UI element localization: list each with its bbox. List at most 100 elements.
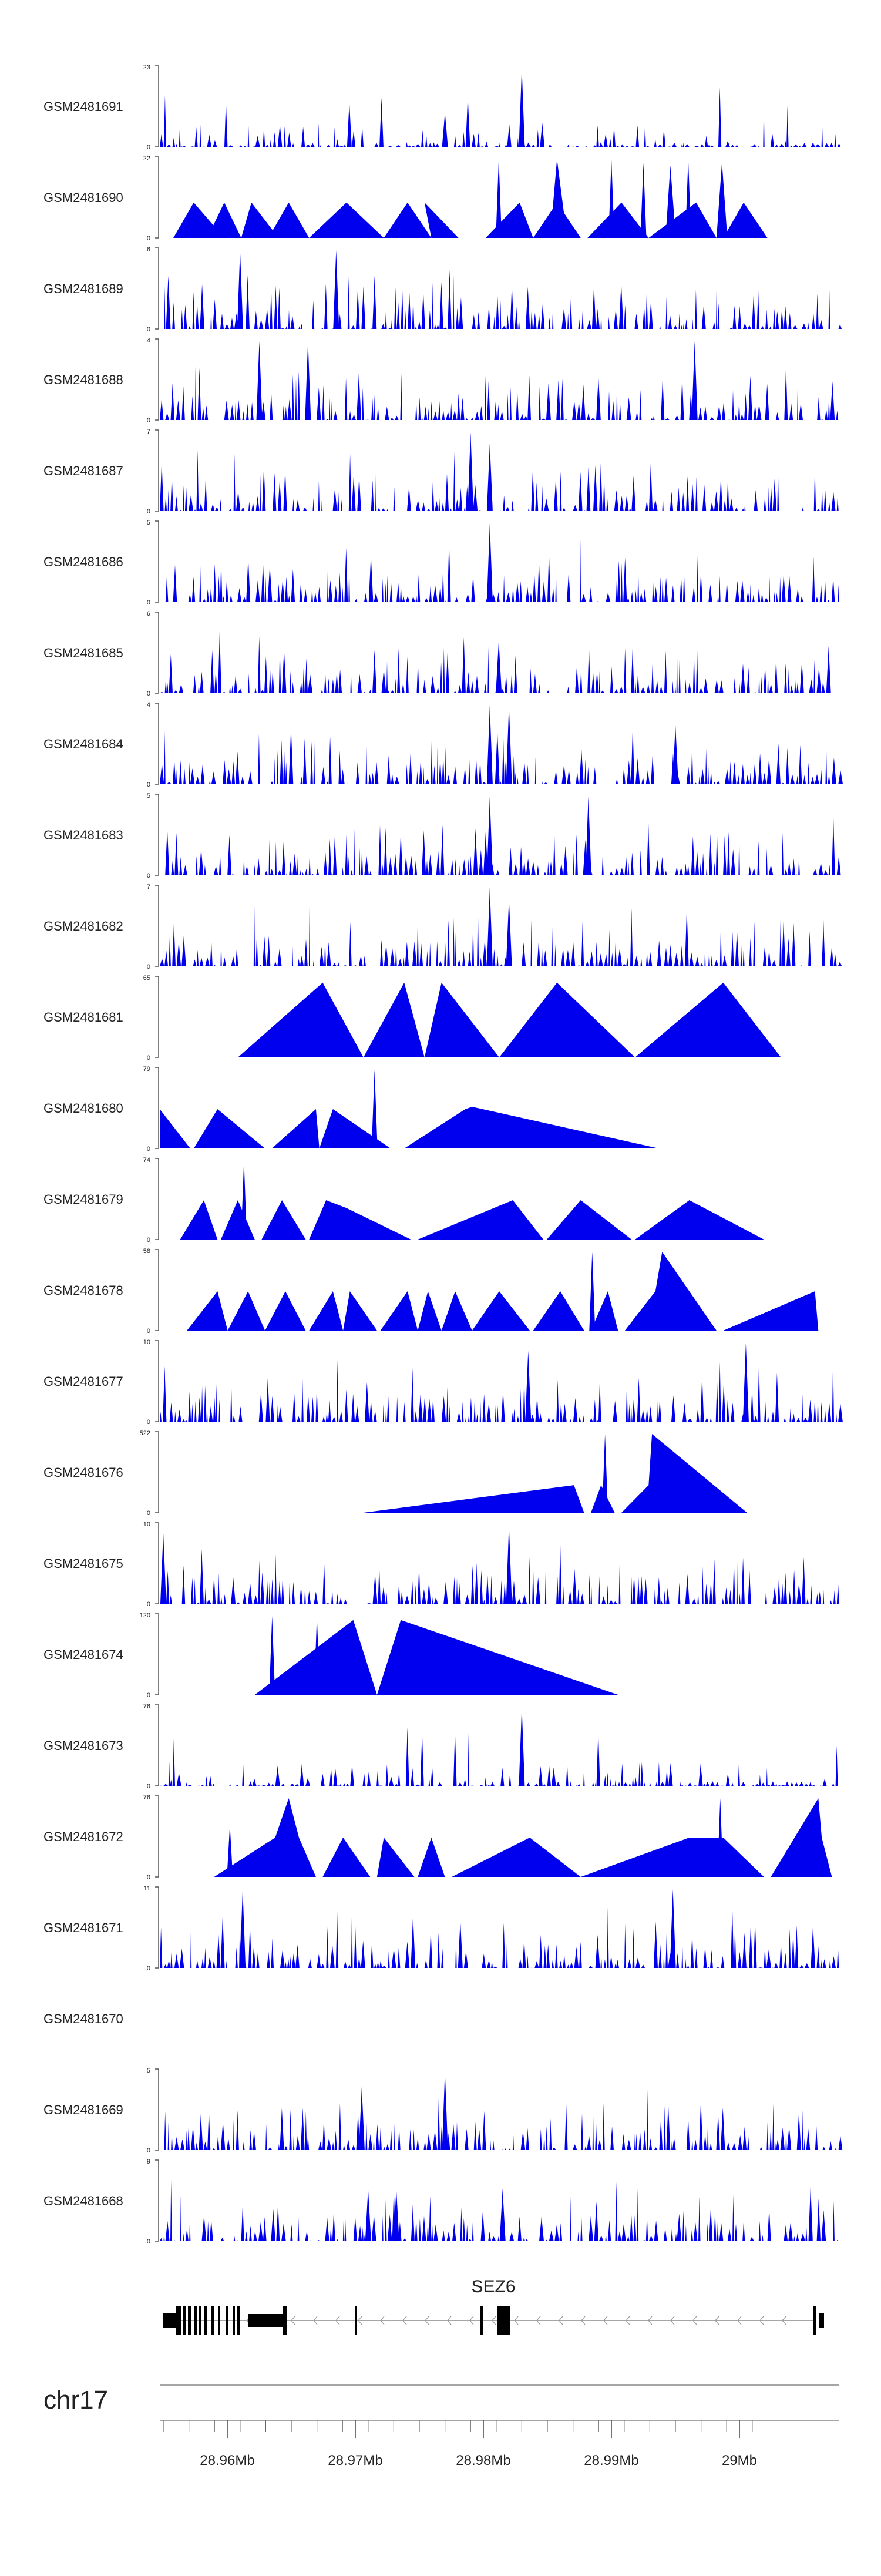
track-ymax-label: 22 <box>143 155 150 162</box>
track-peak-GSM2481691-0 <box>442 112 448 147</box>
track-peak-GSM2481679-0 <box>241 1161 247 1240</box>
axis-tick-label: 28.96Mb <box>200 2453 254 2468</box>
track-ymax-label: 65 <box>143 975 150 982</box>
track-label-GSM2481671: GSM2481671 <box>43 1920 123 1935</box>
track-ymax-label: 10 <box>143 1339 150 1346</box>
track-peak-GSM2481684-0 <box>486 706 493 784</box>
track-ymin-label: 0 <box>147 1510 150 1517</box>
track-peak-GSM2481684-1 <box>506 706 512 784</box>
track-peak-GSM2481688-1 <box>305 341 311 420</box>
gene-exon <box>506 2306 509 2335</box>
track-peak-GSM2481690-0 <box>496 159 502 238</box>
gene-exon <box>237 2306 240 2335</box>
gene-strand-arrow <box>581 2316 586 2325</box>
gene-strand-arrow <box>492 2316 496 2325</box>
track-signal-GSM2481669 <box>160 2089 843 2150</box>
track-signal-GSM2481680 <box>160 1107 659 1148</box>
gene-exon <box>163 2313 176 2328</box>
track-ymin-label: 0 <box>147 2147 150 2154</box>
gene-exon <box>199 2306 201 2335</box>
gene-strand-arrow <box>692 2316 697 2325</box>
track-peak-GSM2481686-0 <box>486 523 493 602</box>
track-peak-GSM2481672-0 <box>227 1825 233 1877</box>
gene-exon <box>819 2313 824 2328</box>
track-signal-GSM2481673 <box>160 1727 839 1786</box>
track-label-GSM2481684: GSM2481684 <box>43 737 123 751</box>
track-ymin-label: 0 <box>147 1419 150 1426</box>
gene-strand-arrow <box>626 2316 630 2325</box>
track-signal-GSM2481687 <box>160 449 839 511</box>
track-label-GSM2481674: GSM2481674 <box>43 1647 123 1662</box>
track-peak-GSM2481675-0 <box>160 1533 166 1604</box>
track-peak-GSM2481683-1 <box>585 797 591 875</box>
track-ymax-label: 76 <box>143 1703 150 1710</box>
gene-strand-arrow <box>447 2316 452 2325</box>
track-ymin-label: 0 <box>147 963 150 970</box>
track-label-GSM2481670: GSM2481670 <box>43 2011 123 2026</box>
track-peak-GSM2481690-2 <box>640 163 647 238</box>
track-ymin-label: 0 <box>147 1328 150 1335</box>
track-ymax-label: 6 <box>147 610 150 617</box>
track-ymax-label: 74 <box>143 1157 150 1164</box>
gene-strand-arrow <box>737 2316 742 2325</box>
track-label-GSM2481682: GSM2481682 <box>43 919 123 933</box>
track-peak-GSM2481669-1 <box>442 2071 448 2150</box>
track-peak-GSM2481689-1 <box>333 250 339 329</box>
gene-strand-arrow <box>536 2316 541 2325</box>
track-peak-GSM2481677-0 <box>525 1351 532 1422</box>
track-ymin-label: 0 <box>147 1601 150 1608</box>
gene-strand-arrow <box>425 2316 429 2325</box>
track-peak-GSM2481682-0 <box>486 888 493 966</box>
track-label-GSM2481679: GSM2481679 <box>43 1192 123 1207</box>
track-ymax-label: 5 <box>147 792 150 800</box>
track-peak-GSM2481683-0 <box>486 797 493 875</box>
track-peak-GSM2481685-1 <box>496 640 502 693</box>
track-label-GSM2481687: GSM2481687 <box>43 464 123 478</box>
track-label-GSM2481690: GSM2481690 <box>43 190 123 205</box>
gene-exon <box>813 2306 816 2335</box>
track-label-GSM2481689: GSM2481689 <box>43 281 123 296</box>
track-peak-GSM2481675-1 <box>506 1525 512 1604</box>
track-peak-GSM2481676-0 <box>602 1434 608 1513</box>
gene-strand-arrow <box>358 2316 362 2325</box>
track-peak-GSM2481678-0 <box>589 1252 596 1331</box>
gene-exon <box>218 2306 220 2335</box>
track-label-GSM2481677: GSM2481677 <box>43 1374 123 1389</box>
track-ymax-label: 7 <box>147 884 150 891</box>
gene-exon <box>355 2306 357 2335</box>
track-peak-GSM2481687-1 <box>486 444 493 511</box>
track-signal-GSM2481675 <box>160 1542 839 1604</box>
track-peak-GSM2481684-2 <box>672 725 678 784</box>
track-ymax-label: 4 <box>147 701 150 708</box>
track-label-GSM2481675: GSM2481675 <box>43 1556 123 1571</box>
track-signal-GSM2481688 <box>160 366 839 420</box>
gene-strand-arrow <box>291 2316 295 2325</box>
track-ymax-label: 6 <box>147 246 150 253</box>
gene-strand-arrow <box>335 2316 340 2325</box>
track-ymin-label: 0 <box>147 2238 150 2245</box>
gene-strand-arrow <box>380 2316 385 2325</box>
gene-exon <box>188 2306 191 2335</box>
track-peak-GSM2481668-0 <box>365 2188 371 2241</box>
track-ymin-label: 0 <box>147 781 150 788</box>
gene-strand-arrow <box>402 2316 407 2325</box>
axis-tick-label: 28.97Mb <box>328 2453 382 2468</box>
track-peak-GSM2481689-0 <box>237 250 243 329</box>
track-ymin-label: 0 <box>147 417 150 424</box>
gene-exon <box>194 2306 197 2335</box>
track-label-GSM2481673: GSM2481673 <box>43 1738 123 1753</box>
track-signal-GSM2481672 <box>214 1798 832 1877</box>
track-peak-GSM2481672-1 <box>717 1798 724 1877</box>
track-label-GSM2481672: GSM2481672 <box>43 1829 123 1844</box>
gene-strand-arrow <box>603 2316 608 2325</box>
track-signal-GSM2481678 <box>187 1252 819 1331</box>
axis-tick-label: 28.98Mb <box>456 2453 510 2468</box>
gene-strand-arrow <box>782 2316 786 2325</box>
gene-exon <box>233 2306 235 2335</box>
track-signal-GSM2481689 <box>160 270 842 329</box>
track-peak-GSM2481688-0 <box>256 341 263 420</box>
track-peak-GSM2481691-1 <box>519 68 525 147</box>
track-ymax-label: 5 <box>147 519 150 526</box>
track-peak-GSM2481671-1 <box>670 1889 676 1968</box>
